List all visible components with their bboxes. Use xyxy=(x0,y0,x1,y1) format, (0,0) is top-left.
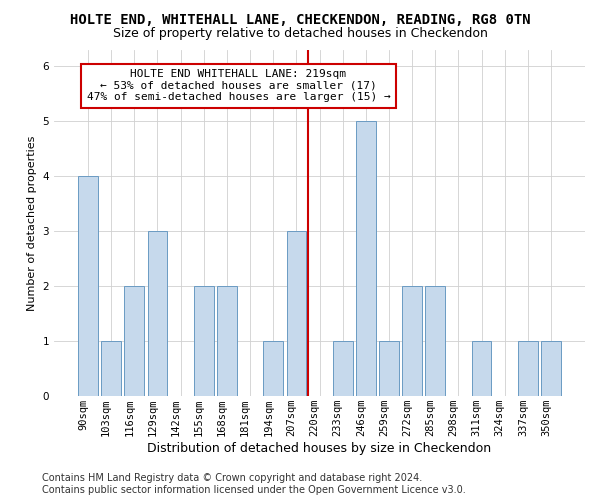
Bar xyxy=(217,286,237,396)
Bar xyxy=(101,341,121,396)
Bar xyxy=(333,341,353,396)
X-axis label: Distribution of detached houses by size in Checkendon: Distribution of detached houses by size … xyxy=(148,442,491,455)
Bar xyxy=(425,286,445,396)
Bar xyxy=(287,232,306,396)
Bar xyxy=(356,122,376,396)
Bar xyxy=(78,176,98,396)
Bar xyxy=(518,341,538,396)
Bar xyxy=(379,341,399,396)
Bar xyxy=(472,341,491,396)
Text: Contains HM Land Registry data © Crown copyright and database right 2024.
Contai: Contains HM Land Registry data © Crown c… xyxy=(42,474,466,495)
Text: Size of property relative to detached houses in Checkendon: Size of property relative to detached ho… xyxy=(113,28,487,40)
Bar xyxy=(194,286,214,396)
Text: HOLTE END, WHITEHALL LANE, CHECKENDON, READING, RG8 0TN: HOLTE END, WHITEHALL LANE, CHECKENDON, R… xyxy=(70,12,530,26)
Bar xyxy=(263,341,283,396)
Y-axis label: Number of detached properties: Number of detached properties xyxy=(27,136,37,311)
Bar xyxy=(541,341,561,396)
Bar xyxy=(148,232,167,396)
Bar xyxy=(402,286,422,396)
Bar xyxy=(124,286,144,396)
Text: HOLTE END WHITEHALL LANE: 219sqm
← 53% of detached houses are smaller (17)
47% o: HOLTE END WHITEHALL LANE: 219sqm ← 53% o… xyxy=(86,69,391,102)
